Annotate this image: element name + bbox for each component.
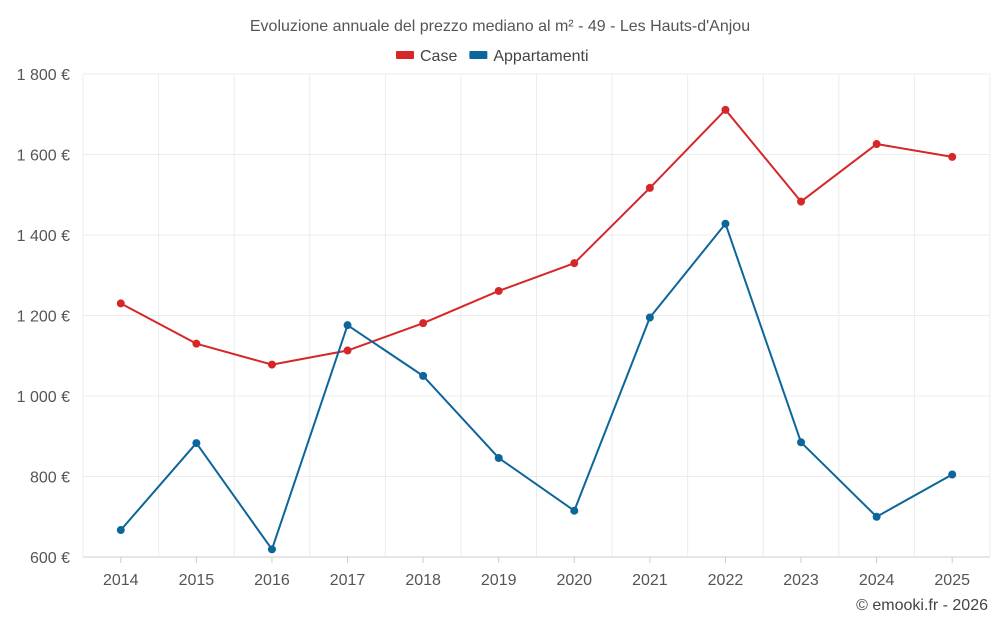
legend-item-appartamenti[interactable]: Appartamenti xyxy=(469,48,589,65)
x-tick-label: 2025 xyxy=(934,572,970,589)
y-tick-label: 1 000 € xyxy=(17,389,70,406)
data-point-case[interactable] xyxy=(192,339,201,348)
data-point-appartamenti[interactable] xyxy=(494,453,503,462)
legend-item-case[interactable]: Case xyxy=(396,48,457,65)
x-tick-label: 2021 xyxy=(632,572,668,589)
y-axis-ticks: 600 € 800 € 1 000 € 1 200 € 1 400 € 1 600 € 1 … xyxy=(17,67,70,567)
x-tick-label: 2020 xyxy=(556,572,592,589)
data-point-appartamenti[interactable] xyxy=(570,506,579,515)
data-point-case[interactable] xyxy=(343,346,352,355)
x-tick-label: 2016 xyxy=(254,572,290,589)
data-point-appartamenti[interactable] xyxy=(116,526,125,535)
chart-title: Evoluzione annuale del prezzo mediano al… xyxy=(250,18,750,35)
data-point-case[interactable] xyxy=(267,360,276,369)
x-tick-label: 2015 xyxy=(179,572,215,589)
data-point-case[interactable] xyxy=(948,152,957,161)
x-tick-label: 2024 xyxy=(859,572,895,589)
x-tick-label: 2018 xyxy=(405,572,441,589)
y-tick-label: 1 200 € xyxy=(17,309,70,326)
credit-text: © emooki.fr - 2026 xyxy=(856,597,988,614)
data-point-appartamenti[interactable] xyxy=(872,512,881,521)
y-tick-label: 1 400 € xyxy=(17,228,70,245)
x-tick-label: 2017 xyxy=(330,572,366,589)
data-point-case[interactable] xyxy=(419,319,428,328)
data-point-case[interactable] xyxy=(721,105,730,114)
data-point-appartamenti[interactable] xyxy=(797,438,806,447)
legend-swatch-case xyxy=(396,51,414,59)
legend: Case Appartamenti xyxy=(396,48,589,65)
data-point-appartamenti[interactable] xyxy=(267,545,276,554)
series-line-appartamenti xyxy=(120,222,953,551)
data-point-case[interactable] xyxy=(570,259,579,268)
data-point-case[interactable] xyxy=(797,197,806,206)
series-group xyxy=(116,105,957,554)
data-point-case[interactable] xyxy=(494,286,503,295)
x-tick-label: 2014 xyxy=(103,572,139,589)
x-tick-label: 2019 xyxy=(481,572,517,589)
x-tick-label: 2022 xyxy=(708,572,744,589)
legend-label-appartamenti: Appartamenti xyxy=(493,48,588,65)
legend-label-case: Case xyxy=(420,48,457,65)
data-point-appartamenti[interactable] xyxy=(192,439,201,448)
data-point-appartamenti[interactable] xyxy=(645,313,654,322)
data-point-appartamenti[interactable] xyxy=(948,470,957,479)
series-line-case xyxy=(120,108,953,366)
data-point-appartamenti[interactable] xyxy=(419,371,428,380)
x-axis-ticks: 2014 2015 2016 2017 2018 2019 2020 2021 2022 2023… xyxy=(103,557,970,589)
y-tick-label: 1 800 € xyxy=(17,67,70,84)
data-point-appartamenti[interactable] xyxy=(721,219,730,228)
data-point-case[interactable] xyxy=(645,183,654,192)
legend-swatch-appartamenti xyxy=(469,51,488,59)
grid xyxy=(82,73,991,558)
data-point-case[interactable] xyxy=(872,140,881,149)
data-point-case[interactable] xyxy=(116,299,125,308)
y-tick-label: 800 € xyxy=(30,470,70,487)
data-point-appartamenti[interactable] xyxy=(343,321,352,330)
y-tick-label: 600 € xyxy=(30,550,70,567)
y-tick-label: 1 600 € xyxy=(17,148,70,165)
x-tick-label: 2023 xyxy=(783,572,819,589)
